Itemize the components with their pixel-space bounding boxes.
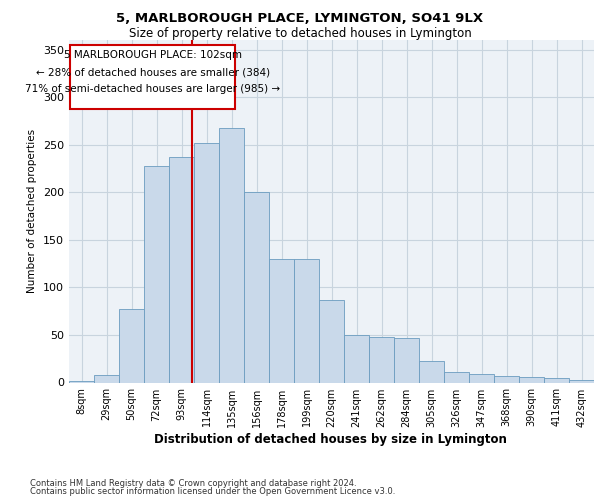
Text: Distribution of detached houses by size in Lymington: Distribution of detached houses by size … [154,432,506,446]
Bar [394,338,419,382]
Text: Contains public sector information licensed under the Open Government Licence v3: Contains public sector information licen… [30,487,395,496]
Bar [344,335,369,382]
Bar [119,309,144,382]
Text: ← 28% of detached houses are smaller (384): ← 28% of detached houses are smaller (38… [35,68,270,78]
Bar [194,143,219,382]
Bar [269,259,294,382]
Bar [544,378,569,382]
Bar [169,157,194,382]
Bar [69,380,94,382]
Bar [494,376,519,382]
Text: 5 MARLBOROUGH PLACE: 102sqm: 5 MARLBOROUGH PLACE: 102sqm [64,50,242,60]
Y-axis label: Number of detached properties: Number of detached properties [28,129,37,294]
Bar [244,192,269,382]
Text: 71% of semi-detached houses are larger (985) →: 71% of semi-detached houses are larger (… [25,84,280,94]
Bar [94,375,119,382]
Text: Contains HM Land Registry data © Crown copyright and database right 2024.: Contains HM Land Registry data © Crown c… [30,478,356,488]
Bar [569,380,594,382]
Bar [144,166,169,382]
Bar [444,372,469,382]
FancyBboxPatch shape [70,45,235,110]
Text: 5, MARLBOROUGH PLACE, LYMINGTON, SO41 9LX: 5, MARLBOROUGH PLACE, LYMINGTON, SO41 9L… [116,12,484,26]
Text: Size of property relative to detached houses in Lymington: Size of property relative to detached ho… [128,28,472,40]
Bar [419,360,444,382]
Bar [319,300,344,382]
Bar [469,374,494,382]
Bar [219,128,244,382]
Bar [519,377,544,382]
Bar [294,259,319,382]
Bar [369,337,394,382]
